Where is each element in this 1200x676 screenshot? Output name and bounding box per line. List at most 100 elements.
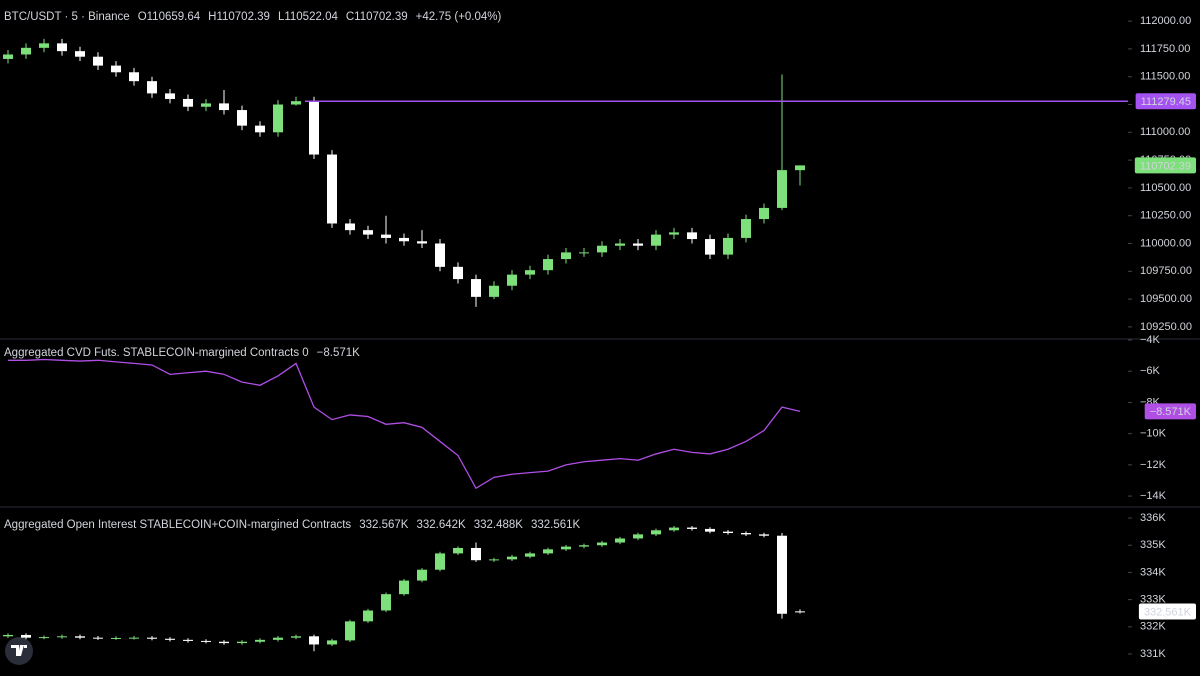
candle-body	[147, 637, 157, 639]
y-tick-label: 111500.00	[1140, 71, 1190, 83]
last-price-label-box	[1134, 157, 1196, 174]
y-tick-label: 111000.00	[1140, 126, 1190, 138]
last-value-label-box	[1138, 603, 1196, 620]
candle-body	[309, 101, 319, 155]
candle-body	[795, 165, 805, 171]
candle-body	[561, 546, 571, 550]
candle-body	[489, 285, 499, 297]
y-tick-label: 336K	[1140, 512, 1166, 524]
last-price-label: 110702.39	[1134, 157, 1196, 174]
pane	[3, 525, 805, 652]
candle-body	[597, 542, 607, 546]
header-text: +42.75 (+0.04%)	[416, 11, 502, 23]
price-level-label-box	[1135, 93, 1196, 110]
header-text: L110522.04	[278, 11, 339, 23]
candle-body	[363, 230, 373, 235]
candle-body	[453, 266, 463, 280]
candle-body	[417, 569, 427, 581]
candle-body	[507, 556, 517, 560]
candle-body	[327, 640, 337, 645]
header-text: Aggregated Open Interest STABLECOIN+COIN…	[4, 519, 351, 531]
candle-body	[165, 93, 175, 99]
candle-body	[543, 259, 553, 271]
candle-body	[255, 125, 265, 133]
candle-body	[327, 154, 337, 224]
candle-body	[561, 252, 571, 260]
candle-body	[417, 241, 427, 244]
candle-body	[21, 47, 31, 55]
y-tick-label: 333K	[1140, 594, 1166, 606]
logo-glyph	[11, 645, 27, 656]
candle-body	[741, 533, 751, 535]
candle-body	[669, 527, 679, 531]
y-tick-label: 334K	[1140, 566, 1166, 578]
candle-body	[309, 636, 319, 645]
header-text: Aggregated CVD Futs. STABLECOIN-margined…	[4, 347, 309, 359]
candle-body	[669, 232, 679, 235]
pane	[8, 358, 801, 490]
candle-body	[453, 547, 463, 554]
last-price-label-text: 110702.39	[1140, 160, 1191, 172]
y-tick-label: −12K	[1140, 459, 1167, 471]
candle-body	[111, 65, 121, 73]
y-tick-label: 110500.00	[1140, 182, 1191, 194]
header-text: H110702.39	[208, 11, 270, 23]
y-tick-label: 110000.00	[1140, 237, 1191, 249]
candle-body	[723, 531, 733, 534]
candle-body	[273, 104, 283, 133]
candle-body	[705, 528, 715, 532]
candle-body	[3, 54, 13, 59]
candle-body	[777, 170, 787, 208]
y-tick-label: 112000.00	[1140, 15, 1191, 27]
candle-body	[741, 219, 751, 238]
candle-body	[93, 637, 103, 639]
candle-body	[579, 252, 589, 254]
candle-body	[399, 580, 409, 595]
last-value-label-box	[1144, 403, 1196, 420]
y-tick-label: 332K	[1140, 621, 1166, 633]
candle-body	[165, 638, 175, 640]
candle-body	[687, 232, 697, 240]
header-text: C110702.39	[346, 11, 408, 23]
candle-body	[291, 636, 301, 638]
candle-body	[201, 103, 211, 107]
header-text: O110659.64	[138, 11, 201, 23]
candle-body	[795, 611, 805, 613]
header-text: 332.561K	[531, 519, 581, 531]
y-tick-label: −14K	[1140, 490, 1167, 502]
candle-body	[471, 279, 481, 297]
header-text: BTC/USDT · 5 · Binance	[4, 11, 130, 23]
cvd-line	[8, 358, 801, 490]
candle-body	[129, 72, 139, 82]
candle-body	[471, 547, 481, 561]
candle-body	[219, 103, 229, 111]
y-tick-label: 110250.00	[1140, 210, 1191, 222]
tradingview-logo[interactable]	[5, 637, 33, 665]
candle-body	[381, 594, 391, 611]
candle-body	[273, 637, 283, 640]
candle-body	[129, 637, 139, 639]
candle-body	[651, 530, 661, 535]
candle-body	[435, 243, 445, 267]
y-tick-label: 109750.00	[1140, 265, 1192, 277]
candle-body	[723, 237, 733, 255]
candle-body	[237, 110, 247, 126]
last-value-label-text: −8.571K	[1150, 406, 1192, 418]
candle-body	[489, 559, 499, 561]
candle-body	[75, 51, 85, 57]
candle-body	[525, 270, 535, 275]
candle-body	[39, 637, 49, 639]
candle-body	[759, 534, 769, 536]
candle-body	[399, 237, 409, 242]
candle-body	[39, 43, 49, 48]
price-level-label-text: 111279.45	[1141, 96, 1191, 108]
candle-body	[705, 239, 715, 255]
candle-body	[543, 549, 553, 554]
candle-body	[633, 243, 643, 246]
price-level-label: 111279.45	[1135, 93, 1196, 110]
candle-body	[291, 101, 301, 105]
y-tick-label: 335K	[1140, 539, 1166, 551]
